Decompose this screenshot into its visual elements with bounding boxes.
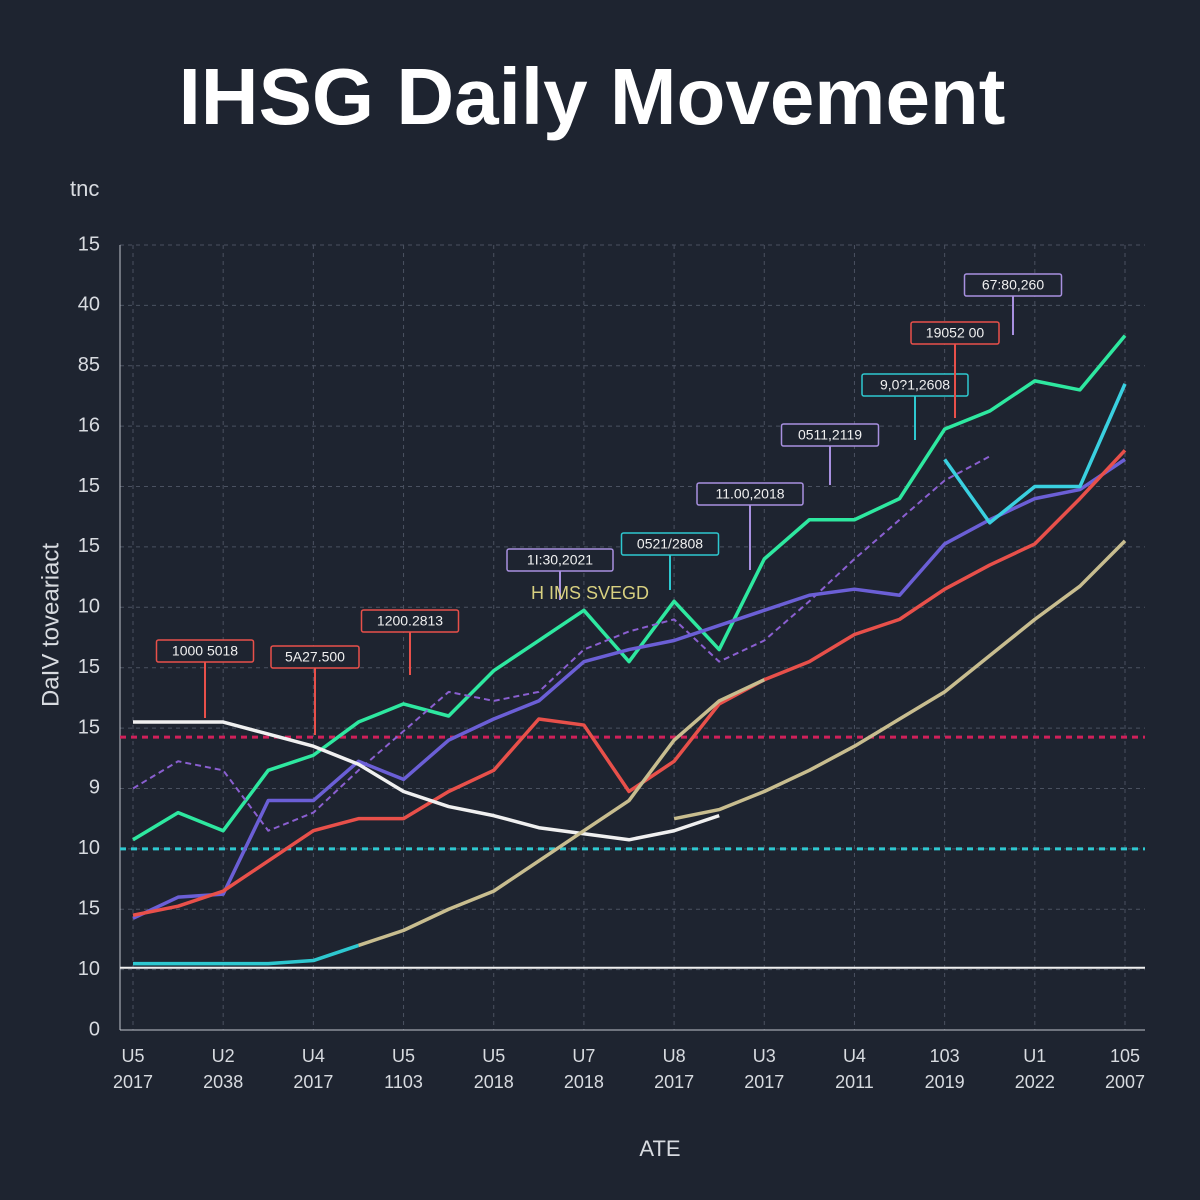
series-line xyxy=(133,943,360,966)
x-tick-label: 105 xyxy=(1110,1046,1140,1066)
annotation-box xyxy=(910,321,1000,345)
x-tick-label: 2022 xyxy=(1015,1072,1055,1092)
series-line xyxy=(943,383,1127,525)
x-tick-label: 2017 xyxy=(113,1072,153,1092)
annotation-box xyxy=(155,639,255,663)
y-tick-label: 15 xyxy=(78,656,100,678)
y-tick-label: 16 xyxy=(78,414,100,436)
x-tick-label: U3 xyxy=(753,1046,776,1066)
x-tick-label: 2017 xyxy=(654,1072,694,1092)
annotation-box xyxy=(506,548,614,572)
inline-label: H IMS SVEGD xyxy=(531,583,649,603)
annotation-box xyxy=(620,532,720,556)
y-tick-label: 15 xyxy=(78,535,100,557)
y-tick-label: 15 xyxy=(78,475,100,497)
x-tick-label: U8 xyxy=(663,1046,686,1066)
annotation-text: 1000 5018 xyxy=(172,643,238,659)
x-axis-label: ATE xyxy=(639,1136,680,1161)
x-tick-label: U4 xyxy=(843,1046,866,1066)
x-tick-label: 2018 xyxy=(564,1072,604,1092)
x-tick-label: 2019 xyxy=(925,1072,965,1092)
y-tick-label: 9 xyxy=(89,777,100,799)
annotation-text: 11.00,2018 xyxy=(715,486,784,502)
y-tick-label: 10 xyxy=(78,596,100,618)
series-line xyxy=(132,334,1127,842)
y-tick-label: 85 xyxy=(78,354,100,376)
x-tick-label: 103 xyxy=(930,1046,960,1066)
y-tick-label: 10 xyxy=(78,837,100,859)
y-tick-label: 15 xyxy=(78,716,100,738)
annotation-text: 19052 00 xyxy=(926,325,985,341)
x-tick-label: U5 xyxy=(482,1046,505,1066)
unit-label: tnc xyxy=(70,176,99,201)
series-line xyxy=(132,449,1127,917)
y-tick-label: 15 xyxy=(78,898,100,920)
series-line xyxy=(132,457,1126,920)
annotation-text: 1200.2813 xyxy=(377,613,443,629)
y-tick-label: 40 xyxy=(78,294,100,316)
x-tick-label: U5 xyxy=(121,1046,144,1066)
annotation-text: 67:80,260 xyxy=(982,277,1044,293)
annotation-box xyxy=(696,482,804,506)
annotation-box xyxy=(360,609,460,633)
x-tick-label: 2011 xyxy=(835,1072,874,1092)
annotation-box xyxy=(780,423,880,447)
x-tick-label: 2007 xyxy=(1105,1072,1145,1092)
annotation-text: 9,0?1,2608 xyxy=(880,377,950,393)
annotation-box xyxy=(963,273,1063,297)
x-tick-label: U5 xyxy=(392,1046,415,1066)
x-tick-label: 1103 xyxy=(384,1072,423,1092)
annotation-box xyxy=(861,373,969,397)
y-tick-label: 0 xyxy=(89,1018,100,1040)
x-tick-label: 2017 xyxy=(744,1072,784,1092)
x-tick-label: U1 xyxy=(1023,1046,1046,1066)
x-tick-label: 2017 xyxy=(293,1072,333,1092)
y-tick-label: 10 xyxy=(78,958,100,980)
annotation-text: 1I:30,2021 xyxy=(527,552,593,568)
series-line xyxy=(357,678,766,948)
y-axis-label: DaIV toveariact xyxy=(37,543,64,707)
series-line xyxy=(673,539,1127,821)
series-line xyxy=(132,455,991,832)
annotation-text: 0521/2808 xyxy=(637,536,703,552)
x-tick-label: 2038 xyxy=(203,1072,243,1092)
annotation-text: 5A27.500 xyxy=(285,649,345,665)
annotation-text: 0511,2119 xyxy=(798,427,862,443)
x-tick-label: U4 xyxy=(302,1046,325,1066)
y-tick-label: 15 xyxy=(78,233,100,255)
x-tick-label: 2018 xyxy=(474,1072,514,1092)
annotation-box xyxy=(270,645,360,669)
series-line xyxy=(133,720,720,842)
x-tick-label: U2 xyxy=(212,1046,235,1066)
chart-title: IHSG Daily Movement xyxy=(179,52,1006,141)
x-tick-label: U7 xyxy=(572,1046,595,1066)
